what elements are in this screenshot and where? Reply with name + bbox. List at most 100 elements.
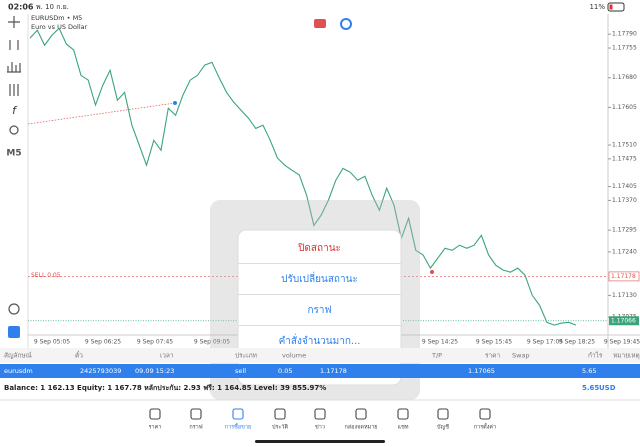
column-header[interactable]: กำไร	[588, 352, 603, 360]
candles-tool[interactable]	[9, 40, 19, 50]
symbol-description: Euro vs US Dollar	[31, 23, 88, 31]
battery-icon	[607, 2, 625, 12]
cell: eurusdm	[4, 367, 33, 375]
tab-label[interactable]: แชท	[398, 424, 409, 431]
status-date: พ. 10 ก.ย.	[36, 3, 69, 11]
column-header[interactable]: Swap	[512, 352, 530, 360]
y-tick-label: 1.17370	[612, 197, 637, 204]
popup-items: ปิดสถานะปรับเปลี่ยนสถานะกราฟคำสั่งจำนวนม…	[238, 243, 401, 347]
current-price-tag-bg	[609, 316, 639, 326]
column-header[interactable]: เวลา	[160, 352, 174, 360]
positions-table: สัญลักษณ์ ตั๋ว เวลา ประเภท volume T/P ราคา Swap…	[0, 348, 640, 401]
trend-point	[173, 101, 177, 105]
x-tick-label: 9 Sep 14:25	[422, 339, 458, 346]
table-header-bg	[0, 348, 640, 363]
y-tick-label: 1.17605	[612, 104, 637, 111]
tab-label[interactable]: การซื้อขาย	[225, 423, 251, 431]
trend-line	[27, 102, 176, 125]
tab-bar: ราคา กราฟ การซื้อขาย ประวัติ ข่าว กล่องจดหมาย…	[149, 408, 496, 443]
column-header[interactable]: T/P	[431, 352, 442, 360]
current-price-tag: 1.17066	[611, 317, 636, 324]
x-tick-label: 9 Sep 19:45	[604, 339, 640, 346]
tab-icon[interactable]	[479, 408, 491, 420]
cell: 2425793039	[80, 367, 121, 375]
toolbar: f M5	[6, 16, 22, 338]
currency: USD	[599, 384, 616, 392]
popup-item[interactable]: ปรับเปลี่ยนสถานะ	[281, 271, 358, 285]
popup-menu	[237, 229, 402, 386]
y-tick-label: 1.17130	[612, 292, 637, 299]
sell-label: SELL 0.05	[31, 272, 61, 279]
popup-item[interactable]: คำสั่งจำนวนมาก...	[279, 333, 361, 347]
cell: sell	[235, 367, 246, 375]
position-row[interactable]	[0, 364, 640, 378]
x-tick-label: 9 Sep 17:05	[527, 339, 563, 346]
x-tick-label: 9 Sep 15:45	[476, 339, 512, 346]
status-time: 02:06	[8, 3, 34, 12]
shapes-tool[interactable]	[9, 125, 19, 135]
x-tick-label: 9 Sep 06:25	[85, 339, 121, 346]
column-header[interactable]: ตั๋ว	[75, 350, 83, 359]
cell: 0.05	[278, 367, 292, 375]
home-indicator	[255, 440, 385, 443]
tab-icon[interactable]	[232, 408, 244, 420]
x-tick-label: 9 Sep 05:05	[34, 339, 70, 346]
tab-icon[interactable]	[190, 408, 202, 420]
flag-icon[interactable]	[314, 19, 326, 28]
tab-label[interactable]: ประวัติ	[272, 424, 288, 431]
tab-icon[interactable]	[355, 408, 367, 420]
column-header[interactable]: ราคา	[485, 352, 500, 360]
column-header[interactable]: สัญลักษณ์	[4, 352, 32, 360]
tab-label[interactable]: กราฟ	[189, 424, 202, 431]
tab-icon[interactable]	[397, 408, 409, 420]
one-click-tool[interactable]	[8, 326, 20, 338]
y-tick-label: 1.17240	[612, 248, 637, 255]
search-tool[interactable]	[8, 303, 20, 315]
x-tick-label: 9 Sep 09:05	[194, 339, 230, 346]
y-tick-label: 1.17405	[612, 183, 637, 190]
plot: 1.17790 1.17755 1.17680 1.17605 1.17510 1.174…	[27, 27, 640, 346]
symbol: EURUSDm • M5	[31, 14, 82, 22]
entry-point	[430, 270, 434, 274]
column-header[interactable]: volume	[282, 352, 306, 360]
y-tick-label: 1.17295	[612, 227, 637, 234]
cell: 5.65	[582, 367, 596, 375]
tab-label[interactable]: บัญชี	[437, 424, 449, 431]
y-tick-label: 1.17680	[612, 74, 637, 81]
sell-price-tag-bg	[608, 271, 640, 282]
y-tick-label: 1.17755	[612, 45, 637, 52]
battery-level	[609, 4, 613, 10]
y-tick-label: 1.17475	[612, 155, 637, 162]
column-header[interactable]: หมายเหตุ	[613, 352, 640, 360]
x-tick-label: 9 Sep 07:45	[137, 339, 173, 346]
price-line	[29, 27, 577, 326]
tab-icon[interactable]	[314, 408, 326, 420]
tab-label[interactable]: กล่องจดหมาย	[344, 425, 377, 431]
y-tick-label: 1.17510	[612, 142, 637, 149]
tab-icon[interactable]	[149, 408, 161, 420]
cell: 1.17065	[468, 367, 495, 375]
indicators-tool[interactable]	[9, 84, 19, 96]
column-header[interactable]: ประเภท	[235, 352, 257, 360]
tab-label[interactable]: ราคา	[149, 425, 162, 431]
total-profit: 5.65	[582, 384, 599, 392]
sell-price-tag: 1.17178	[611, 273, 636, 280]
function-tool[interactable]: f	[12, 104, 18, 117]
x-tick-label: 9 Sep 18:25	[559, 339, 595, 346]
tab-icon[interactable]	[437, 408, 449, 420]
balance: Balance: 1 162.13 Equity: 1 167.78 หลักป…	[4, 384, 326, 392]
bars-tool[interactable]	[7, 62, 21, 73]
tab-label[interactable]: ข่าว	[315, 425, 325, 431]
battery: 11%	[589, 3, 605, 11]
crosshair-tool[interactable]	[8, 16, 20, 28]
y-tick-label: 1.17790	[612, 31, 637, 38]
popup-item[interactable]: กราฟ	[307, 305, 331, 316]
tab-label[interactable]: การตั้งค่า	[474, 423, 496, 431]
timeframe[interactable]: M5	[6, 149, 21, 159]
popup-item[interactable]: ปิดสถานะ	[297, 243, 340, 254]
cell: 09.09 15:23	[135, 367, 174, 375]
trade-icon[interactable]	[340, 18, 352, 30]
tab-icon[interactable]	[274, 408, 286, 420]
